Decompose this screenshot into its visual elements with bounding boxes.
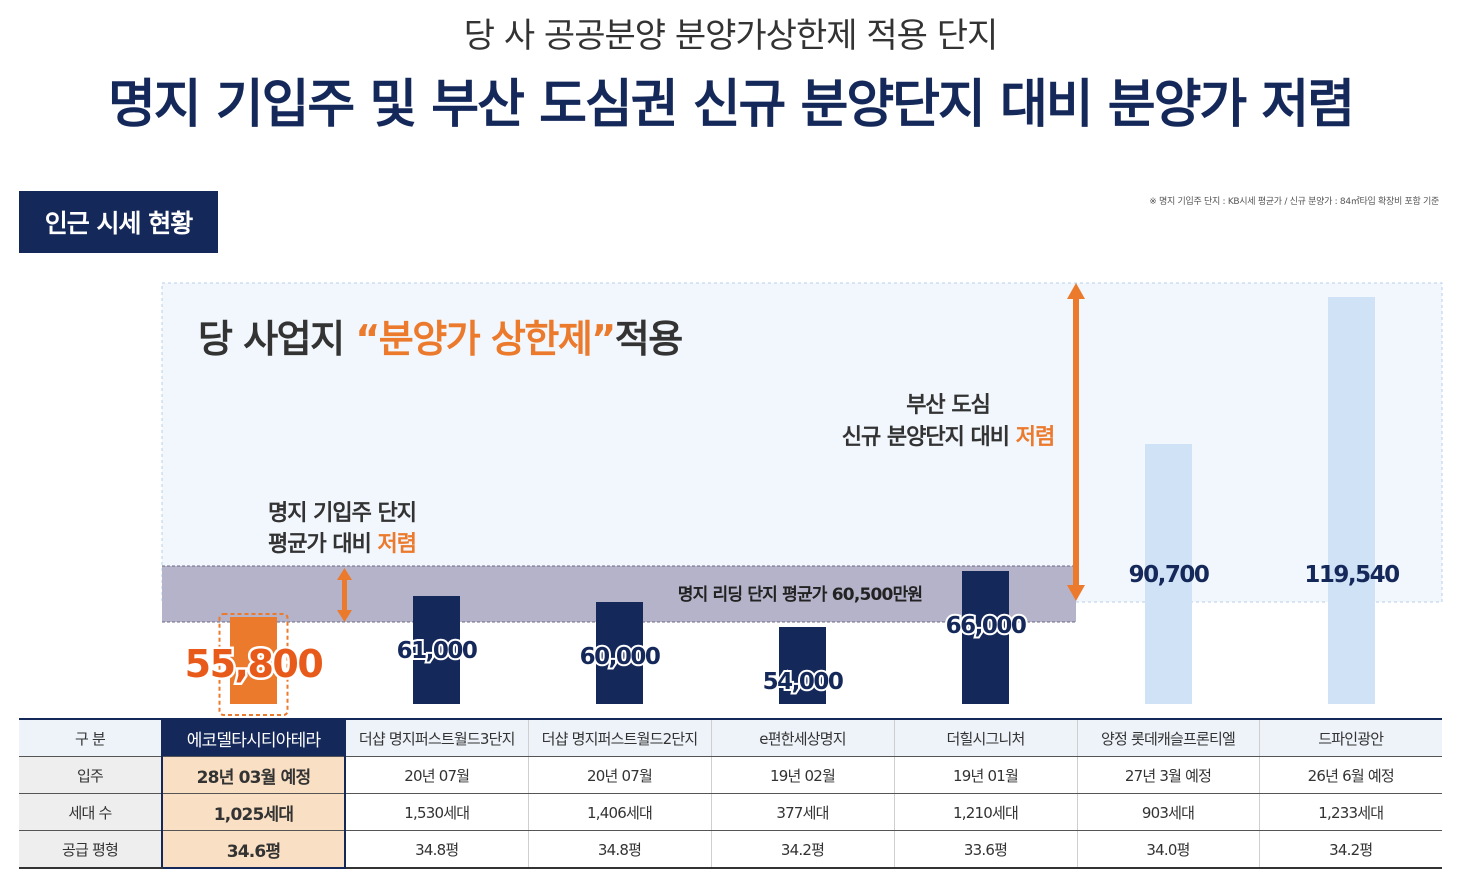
bar-2	[413, 596, 460, 704]
table-cell: 에코델타시티아테라	[161, 718, 346, 757]
table-cell: 34.8평	[527, 830, 711, 869]
table-cell: 377세대	[710, 793, 894, 831]
table-cell: 1,210세대	[893, 793, 1077, 831]
table-cell: 20년 07월	[344, 756, 528, 794]
cap-annotation: 당 사업지 “분양가 상한제”적용	[198, 317, 682, 361]
table-cell: 양정 롯데캐슬프론티엘	[1076, 718, 1259, 757]
bars-layer	[218, 297, 1375, 716]
table-cell: 26년 6월 예정	[1258, 756, 1442, 794]
table-cell: e편한세상명지	[710, 718, 894, 757]
bar-5	[962, 571, 1009, 704]
bar-3	[596, 602, 643, 704]
table-cell: 20년 07월	[527, 756, 711, 794]
row-header: 공급 평형	[19, 830, 162, 869]
row-households: 세대 수 1,025세대 1,530세대 1,406세대 377세대 1,210세대 903…	[19, 793, 1442, 831]
table-cell: 더샵 명지퍼스트월드2단지	[527, 718, 711, 757]
bar-labels-layer: 55,800 61,000 60,000 54,000 66,000 90,700 119,…	[182, 562, 1400, 697]
myeongji-annotation-line1: 명지 기입주 단지	[268, 501, 416, 526]
bar-label-5: 66,000	[946, 613, 1026, 639]
table-cell: 더힐시그니처	[893, 718, 1077, 757]
bar-6	[1145, 444, 1192, 704]
myeongji-annotation-line2: 평균가 대비 저렴	[268, 532, 416, 557]
table-cell: 1,025세대	[161, 793, 346, 831]
reference-band-label: 명지 리딩 단지 평균가 60,500만원	[678, 585, 923, 605]
row-supply-size: 공급 평형 34.6평 34.8평 34.8평 34.2평 33.6평 34.0평 34.2평	[19, 830, 1442, 869]
table-cell: 19년 01월	[893, 756, 1077, 794]
footnote: ※ 명지 기입주 단지 : KB시세 평균가 / 신규 분양가 : 84㎡타입 …	[1149, 197, 1439, 207]
row-category: 구 분 에코델타시티아테라 더샵 명지퍼스트월드3단지 더샵 명지퍼스트월드2단지 e편…	[19, 718, 1442, 757]
table-cell: 19년 02월	[710, 756, 894, 794]
complex-info-table: 구 분 에코델타시티아테라 더샵 명지퍼스트월드3단지 더샵 명지퍼스트월드2단지 e편…	[19, 718, 1442, 869]
bar-7	[1328, 297, 1375, 704]
table-cell: 1,530세대	[344, 793, 528, 831]
price-comparison-chart: 당 사업지 “분양가 상한제”적용 부산 도심 신규 분양단지 대비 저렴 명지…	[161, 282, 1443, 716]
table-cell: 34.0평	[1076, 830, 1259, 869]
bar-label-7: 119,540	[1304, 562, 1399, 588]
table-cell: 903세대	[1076, 793, 1259, 831]
table-cell: 34.2평	[710, 830, 894, 869]
busan-annotation-line1: 부산 도심	[906, 393, 990, 418]
bar-label-1: 55,800	[185, 642, 323, 686]
myeongji-double-arrow	[337, 568, 352, 622]
table-cell: 33.6평	[893, 830, 1077, 869]
bar-label-2: 61,000	[397, 638, 477, 664]
table-cell: 28년 03월 예정	[161, 756, 346, 794]
bar-4	[779, 627, 826, 704]
table-cell: 34.8평	[344, 830, 528, 869]
table-cell: 1,406세대	[527, 793, 711, 831]
table-cell: 34.2평	[1258, 830, 1442, 869]
row-header: 입주	[19, 756, 162, 794]
row-move-in: 입주 28년 03월 예정 20년 07월 20년 07월 19년 02월 19년 01월…	[19, 756, 1442, 794]
table-cell: 1,233세대	[1258, 793, 1442, 831]
page-title: 명지 기입주 및 부산 도심권 신규 분양단지 대비 분양가 저렴	[107, 75, 1355, 135]
cap-panel	[161, 282, 1443, 603]
bar-1	[230, 617, 277, 704]
bar-label-3: 60,000	[580, 644, 660, 670]
subject-bar-frame	[218, 613, 289, 716]
section-badge: 인근 시세 현황	[19, 191, 218, 253]
table-cell: 드파인광안	[1258, 718, 1442, 757]
row-header: 구 분	[19, 718, 162, 757]
bar-label-4: 54,000	[763, 669, 843, 695]
row-header: 세대 수	[19, 793, 162, 831]
bar-label-6: 90,700	[1129, 562, 1209, 588]
table-cell: 더샵 명지퍼스트월드3단지	[344, 718, 528, 757]
busan-annotation-line2: 신규 분양단지 대비 저렴	[842, 425, 1054, 450]
table-cell: 27년 3월 예정	[1076, 756, 1259, 794]
table-cell: 34.6평	[161, 830, 346, 869]
page-subtitle: 당 사 공공분양 분양가상한제 적용 단지	[463, 16, 999, 56]
busan-double-arrow	[1067, 283, 1085, 601]
